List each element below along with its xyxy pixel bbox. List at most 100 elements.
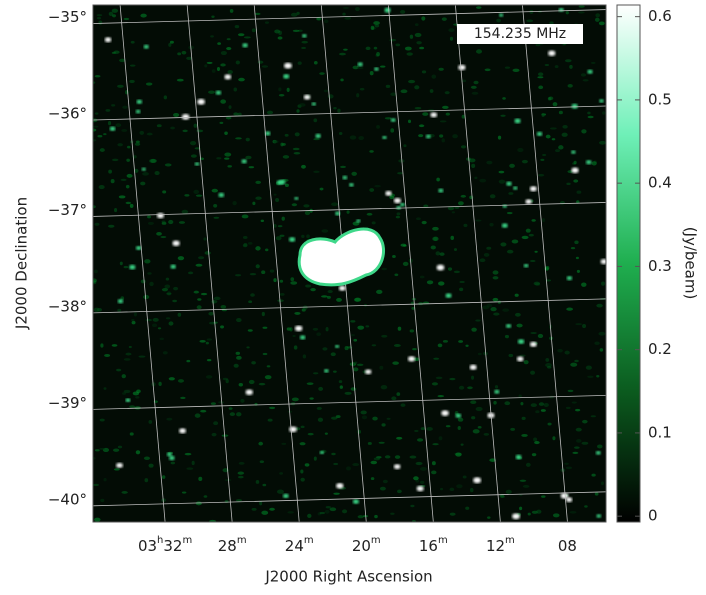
noise-speck [294,152,301,154]
noise-speck [204,495,208,498]
noise-speck [169,377,175,380]
noise-speck [566,11,569,14]
noise-speck [463,224,467,227]
noise-speck [601,481,604,485]
point-source [567,276,572,280]
noise-speck [319,512,325,514]
noise-speck [212,189,218,193]
noise-speck [360,88,365,91]
noise-speck [178,256,184,260]
noise-speck [301,47,306,49]
point-source [105,37,112,42]
noise-speck [274,140,279,143]
noise-speck [595,18,600,22]
noise-speck [255,246,260,250]
noise-speck [211,16,214,18]
noise-speck [572,401,577,403]
noise-speck [381,385,388,389]
noise-speck [166,317,170,319]
noise-speck [220,63,225,66]
noise-speck [268,419,273,422]
noise-speck [265,375,272,379]
noise-speck [146,319,152,321]
noise-speck [587,376,593,378]
noise-speck [162,220,166,222]
noise-speck [530,371,535,375]
noise-speck [239,383,243,386]
noise-speck [538,174,544,177]
noise-speck [326,506,331,508]
point-source [382,136,386,139]
noise-speck [490,194,496,198]
noise-speck [461,145,466,148]
noise-speck [100,343,103,347]
noise-speck [366,47,371,50]
noise-speck [534,251,537,253]
noise-speck [454,271,460,274]
noise-speck [198,256,204,259]
noise-speck [119,59,125,62]
noise-speck [250,273,256,275]
noise-speck [398,327,402,331]
noise-speck [474,177,477,179]
noise-speck [111,179,115,183]
noise-speck [285,134,289,137]
noise-speck [255,13,261,15]
noise-speck [121,179,127,181]
noise-speck [212,69,216,73]
noise-speck [331,202,338,206]
noise-speck [437,395,444,397]
x-tick-label: 20m [352,535,381,555]
noise-speck [290,277,294,281]
noise-speck [177,79,184,82]
noise-speck [136,141,140,144]
noise-speck [331,352,336,356]
noise-speck [326,327,329,331]
noise-speck [552,138,556,140]
noise-speck [149,282,153,286]
point-source [446,293,452,298]
noise-speck [213,217,219,219]
noise-speck [208,312,213,316]
noise-speck [232,201,236,205]
noise-speck [280,280,284,283]
colorbar-tick-label: 0.6 [648,7,672,25]
noise-speck [454,248,457,251]
noise-speck [401,244,407,247]
noise-speck [432,443,439,445]
noise-speck [342,509,347,513]
noise-speck [545,358,549,362]
noise-speck [439,68,444,71]
noise-speck [274,194,277,196]
point-source [571,150,575,153]
noise-speck [422,112,428,116]
noise-speck [421,427,425,430]
noise-speck [261,220,264,222]
noise-speck [509,164,515,168]
noise-speck [575,409,580,411]
noise-speck [548,97,552,101]
noise-speck [115,123,121,127]
frequency-annotation: 154.235 MHz [474,26,566,42]
noise-speck [269,508,275,511]
noise-speck [248,300,252,303]
noise-speck [448,28,454,32]
point-source [279,180,285,185]
noise-speck [191,154,197,157]
noise-speck [196,130,203,133]
point-source [561,493,569,499]
noise-speck [506,490,512,494]
noise-speck [465,345,468,347]
noise-speck [555,149,560,152]
colorbar-tick-label: 0.5 [648,90,672,108]
noise-speck [529,234,534,237]
noise-speck [586,365,592,369]
point-source [294,197,298,200]
noise-speck [440,120,447,122]
noise-speck [574,360,579,362]
noise-speck [287,511,294,514]
noise-speck [566,466,572,469]
noise-speck [420,481,424,484]
noise-speck [305,463,310,466]
noise-speck [277,299,283,302]
